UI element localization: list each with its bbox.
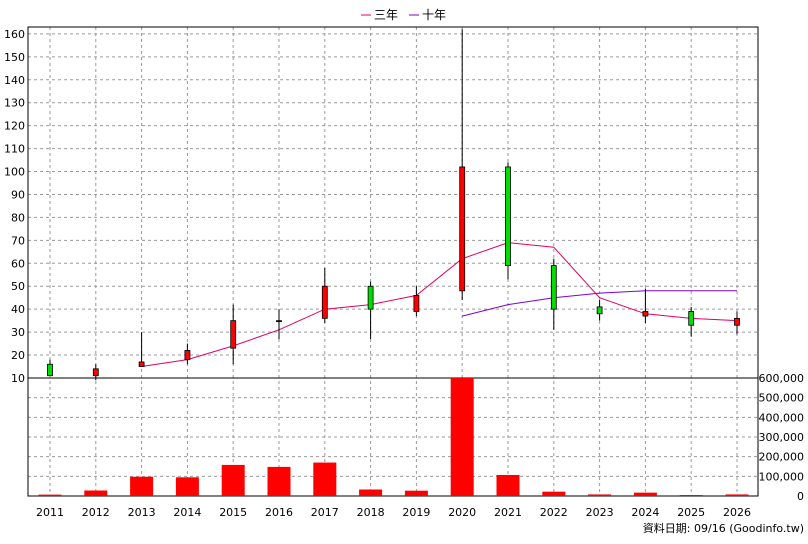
volume-y-tick-label: 300,000: [759, 431, 805, 444]
volume-bar: [633, 492, 657, 496]
volume-bar: [404, 490, 428, 496]
volume-bar: [38, 494, 62, 496]
x-tick-label: 2022: [540, 506, 568, 519]
candle-body: [596, 306, 603, 315]
volume-bar: [679, 495, 703, 496]
x-tick-label: 2024: [631, 506, 659, 519]
price-y-tick-label: 80: [11, 211, 25, 224]
volume-y-tick-label: 600,000: [759, 372, 805, 385]
volume-bar: [542, 491, 566, 496]
volume-bar: [588, 494, 612, 496]
candle-body: [413, 295, 420, 312]
x-tick-label: 2013: [128, 506, 156, 519]
volume-y-tick-label: 0: [797, 490, 804, 503]
price-y-tick-label: 140: [4, 74, 25, 87]
data-date-note: 資料日期: 09/16 (Goodinfo.tw): [643, 521, 804, 535]
candle-body: [642, 311, 649, 317]
volume-bar: [450, 378, 474, 496]
candle-body: [47, 363, 53, 377]
candle-body: [367, 285, 374, 310]
price-y-tick-label: 90: [11, 188, 25, 201]
price-y-tick-label: 40: [11, 303, 25, 316]
volume-bar: [313, 462, 337, 496]
volume-bar: [221, 464, 245, 496]
x-tick-label: 2015: [219, 506, 247, 519]
x-tick-label: 2011: [36, 506, 64, 519]
x-tick-label: 2012: [82, 506, 110, 519]
price-y-tick-label: 130: [4, 97, 25, 110]
candle-body: [92, 368, 99, 377]
volume-y-tick-label: 400,000: [759, 411, 805, 424]
price-y-tick-label: 50: [11, 280, 25, 293]
candle-body: [734, 317, 740, 326]
plot-area: [28, 27, 758, 496]
price-y-tick-label: 160: [4, 28, 25, 41]
x-tick-label: 2023: [586, 506, 614, 519]
price-y-tick-label: 20: [11, 349, 25, 362]
candle-body: [138, 361, 145, 367]
candle-body: [321, 285, 328, 319]
candle-body: [184, 350, 191, 361]
candle-body: [550, 265, 557, 310]
legend-label-ten-year: 十年: [422, 8, 446, 22]
x-tick-label: 2021: [494, 506, 522, 519]
ma-line-three-year: [141, 242, 738, 367]
price-y-tick-label: 70: [11, 234, 25, 247]
candle-body: [459, 166, 466, 292]
legend-label-three-year: 三年: [374, 8, 398, 22]
price-y-tick-label: 120: [4, 120, 25, 133]
price-y-tick-label: 60: [11, 257, 25, 270]
x-tick-label: 2014: [173, 506, 201, 519]
price-y-tick-label: 110: [4, 143, 25, 156]
x-tick-label: 2025: [677, 506, 705, 519]
candle-body: [505, 166, 511, 266]
x-tick-label: 2018: [357, 506, 385, 519]
x-tick-label: 2026: [723, 506, 751, 519]
x-tick-label: 2019: [402, 506, 430, 519]
volume-bar: [267, 466, 291, 496]
x-tick-label: 2020: [448, 506, 476, 519]
x-tick-label: 2017: [311, 506, 339, 519]
price-y-tick-label: 100: [4, 166, 25, 179]
volume-bar: [725, 494, 749, 496]
candle-body: [688, 311, 695, 326]
candle-body: [230, 320, 237, 349]
price-y-tick-label: 150: [4, 51, 25, 64]
volume-bar: [175, 477, 199, 496]
volume-bar: [359, 489, 383, 496]
volume-y-tick-label: 100,000: [759, 470, 805, 483]
ma-line-ten-year: [462, 290, 737, 317]
volume-bar: [84, 490, 108, 496]
x-tick-label: 2016: [265, 506, 293, 519]
price-y-tick-label: 10: [11, 372, 25, 385]
volume-y-tick-label: 500,000: [759, 392, 805, 405]
volume-bar: [130, 476, 154, 496]
candle-body: [276, 320, 282, 323]
price-y-tick-label: 30: [11, 326, 25, 339]
volume-panel-border: [27, 377, 759, 497]
volume-y-tick-label: 200,000: [759, 451, 805, 464]
volume-bar: [496, 474, 520, 496]
